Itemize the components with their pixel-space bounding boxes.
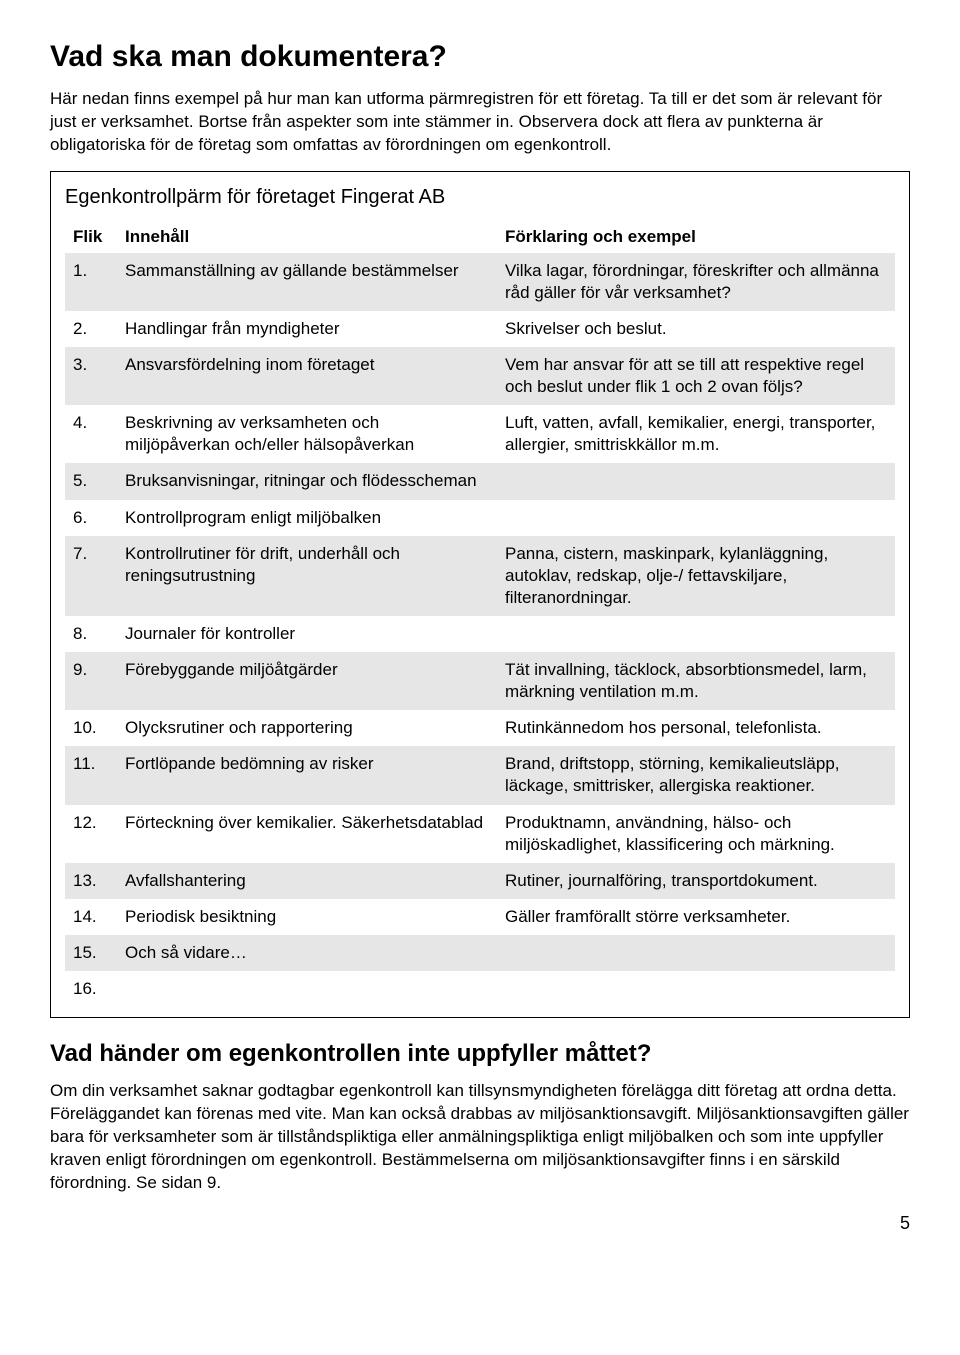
cell-content: Kontrollprogram enligt miljöbalken xyxy=(117,500,497,536)
table-row: 15.Och så vidare… xyxy=(65,935,895,971)
cell-content: Handlingar från myndigheter xyxy=(117,311,497,347)
cell-explain xyxy=(497,935,895,971)
cell-flik: 14. xyxy=(65,899,117,935)
cell-content: Avfallshantering xyxy=(117,863,497,899)
cell-explain xyxy=(497,463,895,499)
cell-content xyxy=(117,971,497,1007)
cell-explain xyxy=(497,616,895,652)
box-title: Egenkontrollpärm för företaget Fingerat … xyxy=(65,186,895,209)
cell-explain: Gäller framförallt större verksamheter. xyxy=(497,899,895,935)
cell-content: Periodisk besiktning xyxy=(117,899,497,935)
cell-content: Ansvarsfördelning inom företaget xyxy=(117,347,497,405)
table-row: 16. xyxy=(65,971,895,1007)
table-row: 10.Olycksrutiner och rapporteringRutinkä… xyxy=(65,710,895,746)
cell-explain: Vilka lagar, förordningar, föreskrifter … xyxy=(497,253,895,311)
cell-content: Kontrollrutiner för drift, underhåll och… xyxy=(117,536,497,616)
cell-content: Förteckning över kemikalier. Säkerhetsda… xyxy=(117,805,497,863)
cell-flik: 9. xyxy=(65,652,117,710)
cell-explain: Panna, cistern, maskinpark, kylanläggnin… xyxy=(497,536,895,616)
cell-explain: Brand, driftstopp, störning, kemikalieut… xyxy=(497,746,895,804)
outro-paragraph: Om din verksamhet saknar godtagbar egenk… xyxy=(50,1080,910,1195)
cell-flik: 13. xyxy=(65,863,117,899)
cell-flik: 8. xyxy=(65,616,117,652)
cell-flik: 6. xyxy=(65,500,117,536)
table-row: 9.Förebyggande miljöåtgärderTät invallni… xyxy=(65,652,895,710)
cell-content: Förebyggande miljöåtgärder xyxy=(117,652,497,710)
table-row: 13.AvfallshanteringRutiner, journalförin… xyxy=(65,863,895,899)
cell-explain xyxy=(497,971,895,1007)
cell-explain: Rutiner, journalföring, transportdokumen… xyxy=(497,863,895,899)
section-heading: Vad händer om egenkontrollen inte uppfyl… xyxy=(50,1040,910,1068)
table-row: 1.Sammanställning av gällande bestämmels… xyxy=(65,253,895,311)
cell-flik: 4. xyxy=(65,405,117,463)
table-row: 14.Periodisk besiktningGäller framförall… xyxy=(65,899,895,935)
cell-explain: Luft, vatten, avfall, kemikalier, energi… xyxy=(497,405,895,463)
table-row: 6.Kontrollprogram enligt miljöbalken xyxy=(65,500,895,536)
table-row: 12.Förteckning över kemikalier. Säkerhet… xyxy=(65,805,895,863)
cell-explain xyxy=(497,500,895,536)
cell-flik: 15. xyxy=(65,935,117,971)
col-header-flik: Flik xyxy=(65,221,117,253)
table-row: 7.Kontrollrutiner för drift, underhåll o… xyxy=(65,536,895,616)
page-title: Vad ska man dokumentera? xyxy=(50,40,910,74)
cell-flik: 1. xyxy=(65,253,117,311)
cell-flik: 16. xyxy=(65,971,117,1007)
cell-flik: 12. xyxy=(65,805,117,863)
cell-content: Journaler för kontroller xyxy=(117,616,497,652)
intro-paragraph: Här nedan finns exempel på hur man kan u… xyxy=(50,88,910,157)
col-header-content: Innehåll xyxy=(117,221,497,253)
cell-explain: Vem har ansvar för att se till att respe… xyxy=(497,347,895,405)
cell-flik: 5. xyxy=(65,463,117,499)
cell-content: Fortlöpande bedömning av risker xyxy=(117,746,497,804)
cell-explain: Tät invallning, täcklock, absorbtionsmed… xyxy=(497,652,895,710)
page-number: 5 xyxy=(50,1213,910,1234)
table-row: 8.Journaler för kontroller xyxy=(65,616,895,652)
cell-content: Olycksrutiner och rapportering xyxy=(117,710,497,746)
table-row: 5.Bruksanvisningar, ritningar och flödes… xyxy=(65,463,895,499)
cell-content: Bruksanvisningar, ritningar och flödessc… xyxy=(117,463,497,499)
cell-content: Och så vidare… xyxy=(117,935,497,971)
col-header-explain: Förklaring och exempel xyxy=(497,221,895,253)
binder-table: Flik Innehåll Förklaring och exempel 1.S… xyxy=(65,221,895,1007)
cell-content: Beskrivning av verksamheten och miljöpåv… xyxy=(117,405,497,463)
cell-flik: 3. xyxy=(65,347,117,405)
cell-flik: 7. xyxy=(65,536,117,616)
cell-explain: Rutinkännedom hos personal, telefonlista… xyxy=(497,710,895,746)
table-row: 2.Handlingar från myndigheterSkrivelser … xyxy=(65,311,895,347)
binder-table-box: Egenkontrollpärm för företaget Fingerat … xyxy=(50,171,910,1018)
table-row: 11.Fortlöpande bedömning av riskerBrand,… xyxy=(65,746,895,804)
table-row: 4.Beskrivning av verksamheten och miljöp… xyxy=(65,405,895,463)
cell-flik: 11. xyxy=(65,746,117,804)
cell-explain: Skrivelser och beslut. xyxy=(497,311,895,347)
cell-content: Sammanställning av gällande bestämmelser xyxy=(117,253,497,311)
cell-flik: 10. xyxy=(65,710,117,746)
cell-explain: Produktnamn, användning, hälso- och milj… xyxy=(497,805,895,863)
cell-flik: 2. xyxy=(65,311,117,347)
table-row: 3.Ansvarsfördelning inom företagetVem ha… xyxy=(65,347,895,405)
